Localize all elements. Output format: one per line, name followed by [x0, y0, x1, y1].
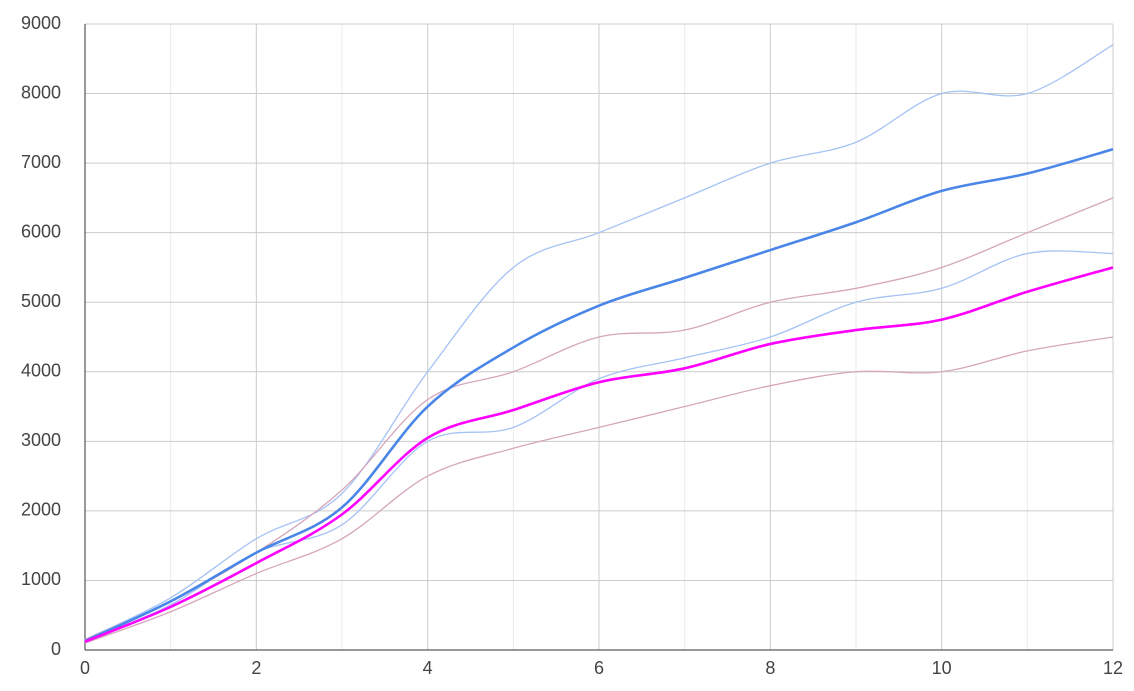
series-line: [84, 266, 1114, 643]
x-tick-label: 10: [932, 658, 952, 678]
x-tick-label: 0: [80, 658, 90, 678]
y-tick-label: 5000: [21, 291, 61, 311]
y-tick-label: 1000: [21, 569, 61, 589]
y-tick-label: 7000: [21, 152, 61, 172]
x-tick-label: 4: [423, 658, 433, 678]
y-tick-label: 2000: [21, 500, 61, 520]
x-tick-label: 8: [765, 658, 775, 678]
y-tick-label: 9000: [21, 13, 61, 33]
y-tick-label: 0: [51, 639, 61, 659]
series-line: [84, 147, 1114, 643]
y-tick-label: 8000: [21, 82, 61, 102]
y-tick-label: 6000: [21, 221, 61, 241]
x-tick-label: 12: [1103, 658, 1123, 678]
y-tick-label: 4000: [21, 361, 61, 381]
interval-line: [84, 44, 1114, 641]
y-tick-label: 3000: [21, 430, 61, 450]
x-tick-label: 6: [594, 658, 604, 678]
x-tick-label: 2: [251, 658, 261, 678]
interval-line: [84, 336, 1114, 644]
